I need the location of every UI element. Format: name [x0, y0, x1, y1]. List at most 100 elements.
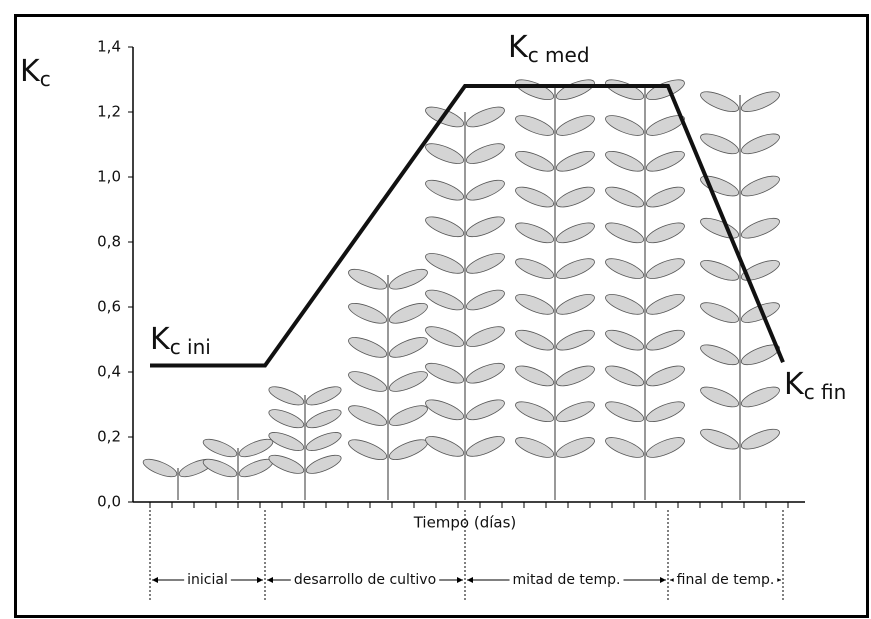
plant-leaf [739, 383, 782, 411]
annotation: Kc ini [150, 322, 211, 359]
plant-leaf [464, 432, 507, 460]
plant-leaf [464, 323, 507, 351]
plant-leaf [387, 265, 430, 293]
plant-leaf [346, 402, 389, 430]
plant-leaf [554, 112, 597, 140]
plant-leaf [304, 429, 343, 455]
plant-leaf [423, 176, 466, 204]
plant-leaf [304, 406, 343, 432]
annotation-main: K [508, 30, 529, 65]
plant-leaf [603, 290, 646, 318]
plant-leaf [513, 398, 556, 426]
plant-leaf [346, 333, 389, 361]
plant-leaf [554, 434, 597, 462]
annotation-main: K [150, 322, 171, 357]
plant-leaf [698, 425, 741, 453]
plant-leaf [304, 383, 343, 409]
plant-leaf [554, 255, 597, 283]
plant-leaf [423, 396, 466, 424]
plant-leaf [698, 88, 741, 116]
plant-leaf [513, 112, 556, 140]
plant-leaf [423, 213, 466, 241]
plant-leaf [698, 130, 741, 158]
plant-leaf [423, 286, 466, 314]
stage-label: final de temp. [677, 572, 775, 588]
plant-leaf [464, 396, 507, 424]
plant-leaf [603, 326, 646, 354]
plant-leaf [698, 256, 741, 284]
plant-leaf [644, 326, 687, 354]
plant-leaf [464, 359, 507, 387]
plant-leaf [554, 76, 597, 104]
plant-leaf [464, 140, 507, 168]
y-tick-label: 0,4 [97, 363, 121, 381]
y-tick-label: 1,0 [97, 168, 121, 186]
plant-leaf [698, 341, 741, 369]
plant-leaf [346, 299, 389, 327]
plant-leaf [513, 290, 556, 318]
annotation: Kc med [508, 30, 590, 67]
plant-leaf [387, 368, 430, 396]
plant-leaf [644, 76, 687, 104]
plant-leaf [644, 147, 687, 175]
plant-leaf [739, 88, 782, 116]
y-tick-label: 0,2 [97, 428, 121, 446]
plant-illustrations [141, 76, 782, 500]
plant-leaf [603, 255, 646, 283]
plant-leaf [644, 219, 687, 247]
plant-leaf [603, 434, 646, 462]
plant-leaf [346, 265, 389, 293]
plant-leaf [304, 452, 343, 478]
y-label-main: K [20, 54, 41, 89]
plant-leaf [387, 333, 430, 361]
plant-leaf [554, 219, 597, 247]
plant-leaf [141, 456, 179, 481]
plant-leaf [698, 299, 741, 327]
plant-leaf [739, 214, 782, 242]
annotation-sub: c fin [804, 380, 847, 404]
plant-leaf [464, 103, 507, 131]
stage-label: mitad de temp. [513, 572, 621, 588]
plant-leaf [513, 76, 556, 104]
annotation-sub: c ini [170, 335, 211, 359]
plant-leaf [513, 147, 556, 175]
plant-leaf [603, 398, 646, 426]
plant-leaf [554, 290, 597, 318]
plant-leaf [644, 362, 687, 390]
plant-leaf [603, 76, 646, 104]
y-label-sub: c [40, 67, 51, 91]
y-axis-label: Kc [20, 54, 51, 91]
y-tick-label: 1,4 [97, 38, 121, 56]
plant-leaf [644, 434, 687, 462]
plant-leaf [644, 398, 687, 426]
y-tick-label: 0,6 [97, 298, 121, 316]
plant-leaf [423, 432, 466, 460]
plant-leaf [554, 398, 597, 426]
annotation: Kc fin [784, 367, 846, 404]
plant-leaf [644, 255, 687, 283]
chart: Tiempo (días) Kc Kc ini Kc med Kc fin 0,… [0, 0, 871, 619]
plant-leaf [739, 425, 782, 453]
plant-leaf [267, 383, 306, 409]
plant-leaf [698, 383, 741, 411]
plant-leaf [513, 326, 556, 354]
plant-leaf [739, 172, 782, 200]
plant-leaf [603, 362, 646, 390]
plant-leaf [423, 323, 466, 351]
plant-leaf [513, 362, 556, 390]
plant-leaf [644, 183, 687, 211]
plant-leaf [387, 436, 430, 464]
plant-leaf [739, 130, 782, 158]
plant-leaf [513, 434, 556, 462]
plant-leaf [423, 249, 466, 277]
plant-leaf [603, 147, 646, 175]
plant-leaf [464, 249, 507, 277]
plant-leaf [346, 368, 389, 396]
plant-leaf [387, 299, 430, 327]
plant-leaf [513, 255, 556, 283]
annotation-sub: c med [528, 43, 590, 67]
plant-leaf [464, 176, 507, 204]
plant-leaf [554, 326, 597, 354]
stage-label: desarrollo de cultivo [294, 572, 436, 588]
plant-leaf [644, 290, 687, 318]
